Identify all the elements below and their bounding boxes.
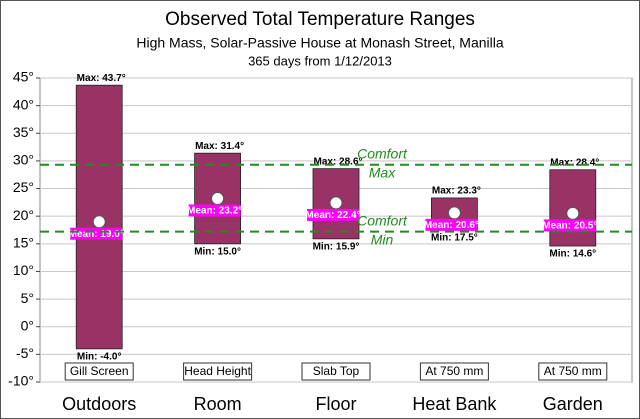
x-tick-label: Room [194, 394, 242, 414]
sublabel-box [64, 362, 134, 381]
y-tick-label: 25° [13, 179, 34, 195]
y-tick-label: 15° [13, 235, 34, 251]
mean-label-bg [307, 208, 359, 221]
reference-qualifier: Min [371, 231, 394, 247]
mean-label: Mean: 20.6° [424, 220, 479, 231]
mean-marker [566, 206, 580, 220]
x-tick-label: Heat Bank [412, 394, 497, 414]
sublabel: Slab Top [313, 364, 360, 378]
mean-marker [211, 191, 225, 205]
max-label: Max: 28.4° [550, 157, 599, 168]
sublabel: At 750 mm [425, 364, 483, 378]
mean-label-bg [543, 219, 596, 232]
min-label: Min: 17.5° [431, 233, 478, 244]
sublabel-box [183, 362, 253, 381]
mean-label: Mean: 23.2° [187, 206, 242, 217]
chart-subtitle: 365 days from 1/12/2013 [248, 53, 392, 68]
reference-qualifier: Max [369, 164, 396, 180]
max-label: Max: 28.6° [313, 156, 362, 167]
reference-label: Comfort [357, 145, 408, 161]
range-bar [75, 84, 123, 350]
x-tick-label: Garden [543, 394, 603, 414]
sublabel-box [538, 362, 608, 381]
mean-marker [447, 206, 461, 220]
mean-label-bg [188, 204, 241, 217]
chart-subtitle: High Mass, Solar-Passive House at Monash… [136, 35, 503, 51]
mean-marker [92, 215, 106, 229]
y-tick-label: 45° [13, 69, 34, 85]
min-label: Min: 15.9° [313, 241, 360, 252]
sublabel: At 750 mm [544, 364, 602, 378]
mean-label: Mean: 19.0° [69, 229, 124, 240]
reference-label: Comfort [357, 212, 408, 228]
y-tick-label: 10° [13, 262, 34, 278]
y-tick-label: 40° [13, 96, 34, 112]
mean-label: Mean: 20.5° [542, 221, 597, 232]
min-label: Min: 15.0° [194, 246, 241, 257]
y-tick-label: 5° [21, 290, 34, 306]
mean-label-bg [425, 218, 478, 231]
sublabel-box [419, 362, 489, 381]
range-bar [549, 169, 597, 247]
y-tick-label: 30° [13, 152, 34, 168]
max-label: Max: 43.7° [77, 73, 126, 84]
chart-title: Observed Total Temperature Ranges [165, 9, 475, 30]
x-tick-label: Floor [315, 394, 356, 414]
max-label: Max: 23.3° [432, 186, 481, 197]
x-tick-label: Outdoors [62, 394, 136, 414]
sublabel: Gill Screen [70, 364, 129, 378]
sublabel: Head Height [184, 364, 251, 378]
y-tick-label: -5° [16, 345, 34, 361]
y-tick-label: 20° [13, 207, 34, 223]
y-tick-label: 0° [21, 317, 34, 333]
sublabel-box [301, 362, 371, 381]
mean-marker [329, 196, 343, 210]
mean-label-bg [70, 227, 123, 240]
max-label: Max: 31.4° [195, 141, 244, 152]
min-label: Min: -4.0° [77, 351, 122, 362]
min-label: Min: 14.6° [549, 249, 596, 260]
y-tick-label: 35° [13, 124, 34, 140]
y-tick-label: -10° [8, 373, 34, 389]
mean-label: Mean: 22.4° [305, 210, 360, 221]
